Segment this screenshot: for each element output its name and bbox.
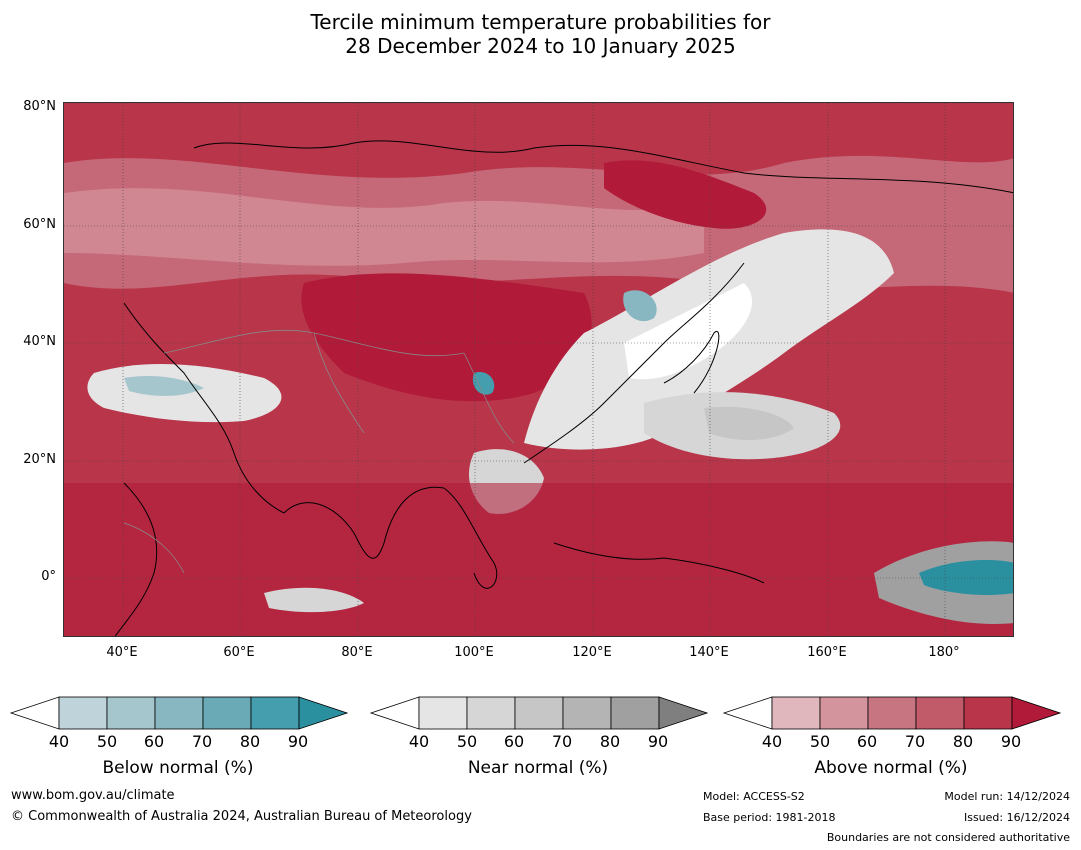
title-line-2: 28 December 2024 to 10 January 2025	[345, 34, 736, 58]
colorbar-high-arrow	[658, 696, 708, 730]
tick-label: 70	[551, 732, 573, 751]
lat-label-0: 0°	[41, 569, 56, 584]
colorbar-segment	[466, 696, 516, 730]
footer-base-period: Base period: 1981-2018	[703, 811, 836, 824]
footer-issued: Issued: 16/12/2024	[963, 811, 1070, 824]
colorbar-segment	[771, 696, 821, 730]
lon-label-60e: 60°E	[223, 645, 255, 660]
colorbar-segment	[819, 696, 869, 730]
lon-label-120e: 120°E	[572, 645, 612, 660]
tick-label: 90	[647, 732, 669, 751]
tick-label: 50	[456, 732, 478, 751]
colorbar-below-normal	[9, 696, 348, 730]
lat-label-20n: 20°N	[23, 452, 56, 467]
map-title: Tercile minimum temperature probabilitie…	[0, 10, 1081, 58]
tick-label: 50	[96, 732, 118, 751]
tick-label: 90	[287, 732, 309, 751]
colorbar-segment	[562, 696, 612, 730]
colorbar-segment	[418, 696, 468, 730]
colorbar-above-title: Above normal (%)	[814, 758, 968, 778]
colorbar-high-arrow	[298, 696, 348, 730]
tick-label: 60	[856, 732, 878, 751]
tick-label: 60	[143, 732, 165, 751]
lon-label-180: 180°	[928, 645, 960, 660]
tick-label: 40	[761, 732, 783, 751]
tick-label: 40	[48, 732, 70, 751]
colorbar-segment	[106, 696, 156, 730]
lon-label-40e: 40°E	[106, 645, 138, 660]
tick-label: 80	[239, 732, 261, 751]
footer-disclaimer: Boundaries are not considered authoritat…	[826, 831, 1070, 844]
footer-website[interactable]: www.bom.gov.au/climate	[11, 788, 175, 803]
lat-label-40n: 40°N	[23, 334, 56, 349]
tick-label: 60	[503, 732, 525, 751]
colorbar-below-title: Below normal (%)	[102, 758, 254, 778]
colorbar-low-arrow	[722, 696, 773, 730]
colorbar-segment	[58, 696, 108, 730]
lon-label-100e: 100°E	[454, 645, 494, 660]
colorbar-segment	[202, 696, 252, 730]
tick-label: 80	[952, 732, 974, 751]
tick-label: 70	[191, 732, 213, 751]
title-line-1: Tercile minimum temperature probabilitie…	[310, 10, 771, 34]
tick-label: 70	[904, 732, 926, 751]
lat-label-80n: 80°N	[23, 99, 56, 114]
footer-model-run: Model run: 14/12/2024	[944, 790, 1070, 803]
map-canvas	[64, 103, 1013, 636]
colorbar-segment	[154, 696, 204, 730]
colorbar-near-normal	[369, 696, 708, 730]
colorbar-segment	[610, 696, 660, 730]
colorbar-segment	[514, 696, 564, 730]
lon-label-80e: 80°E	[341, 645, 373, 660]
colorbar-low-arrow	[9, 696, 60, 730]
tick-label: 80	[599, 732, 621, 751]
colorbar-segment	[963, 696, 1013, 730]
lon-label-160e: 160°E	[807, 645, 847, 660]
probability-map	[63, 102, 1014, 637]
colorbar-segment	[867, 696, 917, 730]
colorbar-near-title: Near normal (%)	[467, 758, 609, 778]
colorbar-above-normal	[722, 696, 1061, 730]
colorbar-segment	[250, 696, 300, 730]
tick-label: 50	[809, 732, 831, 751]
colorbar-segment	[915, 696, 965, 730]
footer-model: Model: ACCESS-S2	[703, 790, 805, 803]
colorbar-low-arrow	[369, 696, 420, 730]
lon-label-140e: 140°E	[689, 645, 729, 660]
lat-label-60n: 60°N	[23, 217, 56, 232]
footer-copyright: © Commonwealth of Australia 2024, Austra…	[11, 809, 472, 824]
tick-label: 90	[1000, 732, 1022, 751]
tick-label: 40	[408, 732, 430, 751]
colorbar-high-arrow	[1011, 696, 1061, 730]
